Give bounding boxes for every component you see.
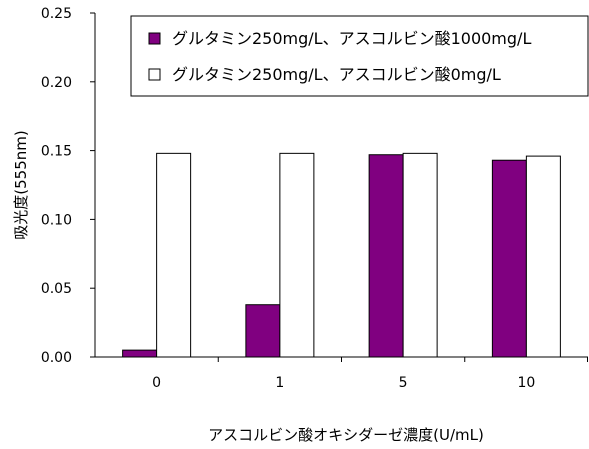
bar-s2-0 [156, 152, 192, 358]
x-tick-label-3: 10 [517, 375, 535, 391]
x-tick-label-0: 0 [152, 375, 161, 391]
y-tick-label-3: 0.15 [41, 144, 72, 160]
bar-s2-1 [279, 152, 315, 358]
y-tick-label-2: 0.10 [41, 212, 72, 228]
bar-s1-0 [122, 349, 158, 358]
tick-labels: 0.00 0.05 0.10 0.15 0.20 0.25 0 1 5 10 [41, 6, 535, 391]
y-tick-label-1: 0.05 [41, 281, 72, 297]
x-axis-title: アスコルビン酸オキシダーゼ濃度(U/mL) [208, 426, 484, 444]
y-axis-title: 吸光度(555nm) [12, 130, 30, 239]
legend-swatch-1 [148, 32, 161, 45]
y-tick-label-4: 0.20 [41, 75, 72, 91]
bar-s1-5 [368, 154, 404, 358]
legend: グルタミン250mg/L、アスコルビン酸1000mg/L グルタミン250mg/L… [130, 15, 589, 97]
x-tick-label-1: 1 [275, 375, 284, 391]
bars [122, 152, 561, 358]
bar-s2-5 [402, 152, 438, 358]
bar-s1-1 [245, 304, 281, 358]
legend-label-2: グルタミン250mg/L、アスコルビン酸0mg/L [172, 65, 501, 84]
legend-swatch-2 [148, 68, 161, 81]
legend-label-1: グルタミン250mg/L、アスコルビン酸1000mg/L [172, 29, 531, 48]
y-tick-label-5: 0.25 [41, 6, 72, 22]
x-tick-label-2: 5 [399, 375, 408, 391]
bar-s2-10 [525, 155, 561, 358]
bar-s1-10 [491, 159, 527, 358]
legend-box [130, 15, 589, 97]
y-tick-label-0: 0.00 [41, 350, 72, 366]
